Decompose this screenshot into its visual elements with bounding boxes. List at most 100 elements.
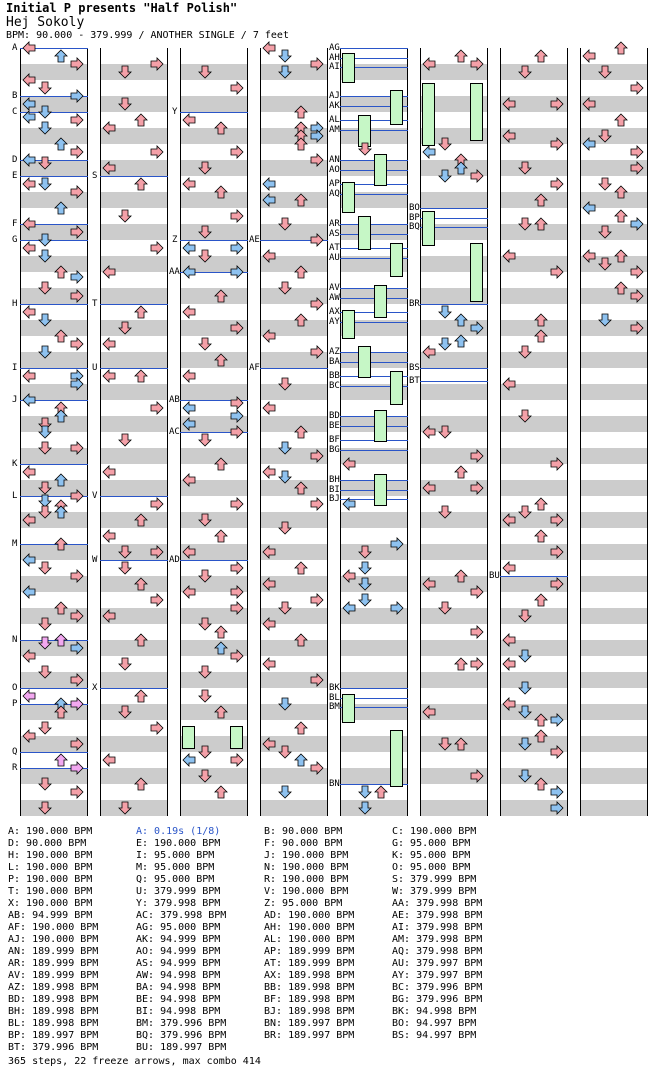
bpm-entry: AQ: 379.998 BPM bbox=[392, 946, 483, 957]
down-arrow-icon bbox=[278, 601, 292, 615]
left-arrow-icon bbox=[502, 377, 516, 391]
segment-label: BT bbox=[409, 375, 420, 386]
bpm-entry: J: 190.000 BPM bbox=[264, 850, 349, 861]
left-arrow-icon bbox=[342, 569, 356, 583]
down-arrow-icon bbox=[198, 161, 212, 175]
right-arrow-icon bbox=[470, 657, 484, 671]
left-arrow-icon bbox=[502, 633, 516, 647]
segment-line bbox=[340, 707, 408, 709]
right-arrow-icon bbox=[230, 497, 244, 511]
right-arrow-icon bbox=[230, 396, 244, 411]
right-arrow-icon bbox=[230, 649, 244, 663]
segment-label: N bbox=[12, 635, 18, 645]
bpm-entry: O: 95.000 BPM bbox=[392, 862, 471, 873]
right-arrow-icon bbox=[310, 593, 324, 607]
left-arrow-icon bbox=[102, 465, 116, 479]
segment-label: BO bbox=[409, 203, 420, 213]
up-arrow-icon bbox=[534, 729, 548, 743]
segment-line bbox=[180, 560, 248, 561]
left-arrow-icon bbox=[182, 305, 196, 319]
left-arrow-icon bbox=[22, 177, 36, 191]
segment-line bbox=[20, 160, 88, 161]
segment-label: BE bbox=[329, 420, 340, 431]
bpm-entry: B: 90.000 BPM bbox=[264, 826, 343, 837]
up-arrow-icon bbox=[294, 313, 308, 327]
down-arrow-icon bbox=[358, 577, 372, 591]
up-arrow-icon bbox=[294, 425, 308, 439]
segment-label: AK bbox=[329, 100, 340, 111]
up-arrow-icon bbox=[134, 577, 148, 591]
segment-line bbox=[20, 752, 88, 753]
segment-label: AZ bbox=[329, 347, 340, 357]
segment-line bbox=[20, 96, 88, 97]
right-arrow-icon bbox=[310, 233, 324, 247]
bpm-entry: X: 190.000 BPM bbox=[8, 898, 93, 909]
down-arrow-icon bbox=[38, 313, 52, 327]
up-arrow-icon bbox=[614, 113, 628, 127]
segment-label: X bbox=[92, 683, 98, 693]
down-arrow-icon bbox=[278, 49, 292, 63]
left-arrow-icon bbox=[102, 161, 116, 175]
freeze-arrow bbox=[230, 726, 243, 749]
segment-line bbox=[500, 576, 568, 577]
down-arrow-icon bbox=[198, 689, 212, 703]
segment-line bbox=[340, 688, 408, 689]
up-arrow-icon bbox=[534, 777, 548, 791]
left-arrow-icon bbox=[182, 369, 196, 383]
segment-line bbox=[180, 400, 248, 401]
segment-line bbox=[180, 272, 248, 273]
segment-line bbox=[260, 368, 328, 369]
left-arrow-icon bbox=[182, 473, 196, 487]
up-arrow-icon bbox=[54, 705, 68, 719]
left-arrow-icon bbox=[502, 97, 516, 111]
segment-line bbox=[260, 240, 328, 241]
segment-line bbox=[340, 784, 408, 785]
left-arrow-icon bbox=[502, 513, 516, 527]
segment-line bbox=[340, 449, 408, 451]
segment-line bbox=[100, 688, 168, 689]
bpm-entry: AG: 95.000 BPM bbox=[136, 922, 221, 933]
bpm-entry: A: 0.19s (1/8) bbox=[136, 826, 221, 837]
segment-line bbox=[340, 361, 408, 363]
left-arrow-icon bbox=[182, 753, 196, 767]
down-arrow-icon bbox=[518, 217, 532, 231]
down-arrow-icon bbox=[38, 249, 52, 263]
down-arrow-icon bbox=[198, 617, 212, 631]
down-arrow-icon bbox=[198, 65, 212, 79]
left-arrow-icon bbox=[262, 737, 276, 751]
left-arrow-icon bbox=[262, 401, 276, 415]
right-arrow-icon bbox=[550, 545, 564, 559]
segment-line bbox=[420, 380, 488, 382]
down-arrow-icon bbox=[198, 665, 212, 679]
step-chart: A B C D E F G H I J K L M N O P Q R S T U V W X Y Z AA AB AC AD AE AF AG… bbox=[12, 41, 648, 816]
segment-line bbox=[340, 48, 408, 49]
bpm-entry: BD: 189.998 BPM bbox=[8, 994, 99, 1005]
right-arrow-icon bbox=[70, 569, 84, 583]
left-arrow-icon bbox=[22, 97, 36, 111]
bpm-entry: BB: 189.998 BPM bbox=[264, 982, 355, 993]
right-arrow-icon bbox=[70, 289, 84, 303]
right-arrow-icon bbox=[70, 185, 84, 199]
down-arrow-icon bbox=[598, 225, 612, 239]
segment-label: BG bbox=[329, 444, 340, 455]
left-arrow-icon bbox=[102, 609, 116, 623]
segment-line bbox=[420, 304, 488, 305]
right-arrow-icon bbox=[550, 97, 564, 111]
bpm-entry: AD: 190.000 BPM bbox=[264, 910, 355, 921]
segment-line bbox=[340, 105, 408, 107]
bpm-entry: H: 190.000 BPM bbox=[8, 850, 93, 861]
down-arrow-icon bbox=[118, 705, 132, 719]
up-arrow-icon bbox=[54, 505, 68, 519]
down-arrow-icon bbox=[358, 545, 372, 559]
segment-label: AX bbox=[329, 307, 340, 317]
down-arrow-icon bbox=[278, 785, 292, 799]
right-arrow-icon bbox=[550, 177, 564, 191]
right-arrow-icon bbox=[70, 489, 84, 503]
left-arrow-icon bbox=[182, 265, 196, 279]
down-arrow-icon bbox=[38, 561, 52, 575]
left-arrow-icon bbox=[182, 545, 196, 559]
up-arrow-icon bbox=[54, 265, 68, 279]
bpm-entry: BP: 189.997 BPM bbox=[8, 1030, 99, 1041]
right-arrow-icon bbox=[550, 457, 564, 471]
right-arrow-icon bbox=[150, 497, 164, 511]
